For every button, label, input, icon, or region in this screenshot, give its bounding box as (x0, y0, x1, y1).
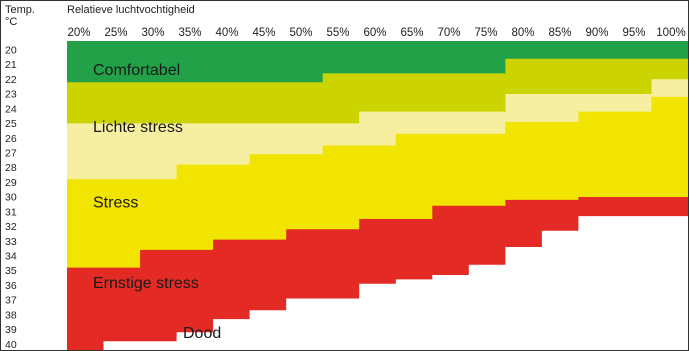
x-tick-label: 20% (67, 27, 90, 39)
y-tick-label: 22 (5, 74, 17, 86)
label-ernstige-stress: Ernstige stress (93, 275, 199, 292)
y-tick-label: 37 (5, 295, 17, 307)
x-tick-label: 60% (363, 27, 386, 39)
y-tick-label: 20 (5, 45, 17, 57)
y-axis-unit: °C (5, 16, 17, 28)
x-tick-label: 90% (585, 27, 608, 39)
x-tick-label: 45% (252, 27, 275, 39)
y-tick-label: 39 (5, 324, 17, 336)
y-tick-label: 38 (5, 309, 17, 321)
y-tick-label: 23 (5, 89, 17, 101)
x-tick-label: 65% (400, 27, 423, 39)
y-tick-label: 24 (5, 103, 17, 115)
label-stress: Stress (93, 194, 138, 211)
x-tick-label: 40% (215, 27, 238, 39)
label-dood: Dood (183, 325, 221, 342)
x-tick-label: 55% (326, 27, 349, 39)
x-tick-label: 75% (474, 27, 497, 39)
y-tick-label: 25 (5, 118, 17, 130)
y-tick-label: 30 (5, 192, 17, 204)
x-tick-label: 30% (141, 27, 164, 39)
y-tick-label: 40 (5, 339, 17, 350)
y-tick-label: 29 (5, 177, 17, 189)
y-tick-label: 35 (5, 265, 17, 277)
label-lichte-stress: Lichte stress (93, 119, 183, 136)
x-axis-label: Relatieve luchtvochtigheid (67, 4, 195, 16)
x-tick-label: 70% (437, 27, 460, 39)
comfort-region (67, 41, 688, 83)
y-tick-label: 27 (5, 148, 17, 160)
x-tick-label: 80% (511, 27, 534, 39)
x-tick-label: 85% (548, 27, 571, 39)
label-comfortabel: Comfortabel (93, 62, 180, 79)
x-tick-label: 35% (178, 27, 201, 39)
y-tick-label: 34 (5, 251, 17, 263)
y-tick-label: 31 (5, 206, 17, 218)
y-axis-header: Temp. (5, 4, 35, 16)
x-tick-label: 25% (104, 27, 127, 39)
x-tick-label: 95% (622, 27, 645, 39)
y-tick-label: 26 (5, 133, 17, 145)
y-tick-label: 33 (5, 236, 17, 248)
x-tick-label: 50% (289, 27, 312, 39)
y-tick-label: 21 (5, 59, 17, 71)
y-tick-label: 36 (5, 280, 17, 292)
y-tick-label: 28 (5, 162, 17, 174)
y-tick-label: 32 (5, 221, 17, 233)
x-tick-label: 100% (656, 27, 685, 39)
